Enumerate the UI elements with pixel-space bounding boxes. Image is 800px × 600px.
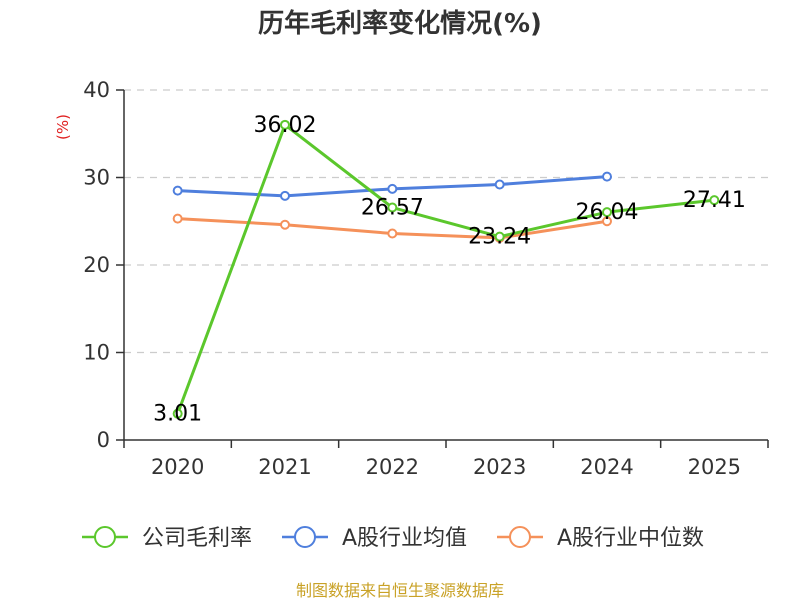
- data-label: 27.41: [683, 188, 746, 213]
- data-label: 26.57: [361, 196, 424, 221]
- data-point: [387, 183, 398, 194]
- data-label: 23.24: [468, 225, 531, 250]
- legend-label: 公司毛利率: [142, 526, 252, 551]
- data-label: 3.01: [153, 402, 202, 427]
- data-label: 26.04: [576, 200, 639, 225]
- axes: 0 10 20 30 40 2020 2021 2022 2023 2024 2025: [83, 78, 769, 479]
- series: [172, 119, 720, 419]
- data-point: [387, 228, 398, 239]
- chart-title: 历年毛利率变化情况(%): [258, 8, 542, 39]
- data-point: [709, 195, 720, 206]
- data-point: [602, 171, 612, 182]
- data-point: [172, 408, 183, 419]
- x-tick-label: 2020: [151, 455, 204, 479]
- y-axis-label: (%): [54, 114, 72, 140]
- y-tick-label: 20: [83, 253, 110, 277]
- legend-item[interactable]: A股行业中位数: [497, 526, 704, 551]
- legend-label: A股行业中位数: [557, 526, 704, 551]
- legend-marker: [294, 526, 316, 548]
- data-labels: 3.01 36.02 26.57 23.24 26.04 27.41: [153, 113, 746, 427]
- legend-item[interactable]: 公司毛利率: [82, 526, 252, 551]
- legend-marker: [94, 526, 116, 548]
- legend: 公司毛利率 A股行业均值 A股行业中位数: [82, 526, 704, 551]
- y-tick-label: 10: [83, 341, 110, 365]
- data-point: [387, 202, 398, 213]
- data-label: 36.02: [254, 113, 317, 138]
- data-point: [602, 216, 612, 227]
- legend-marker: [509, 526, 531, 548]
- source-note: 制图数据来自恒生聚源数据库: [296, 581, 504, 600]
- data-point: [280, 190, 290, 201]
- data-point: [602, 207, 612, 218]
- series-line: [176, 123, 715, 415]
- x-tick-label: 2023: [473, 455, 526, 479]
- data-point: [172, 185, 183, 196]
- data-point: [494, 231, 505, 242]
- data-point: [280, 119, 290, 130]
- x-tick-label: 2022: [366, 455, 419, 479]
- x-tick-label: 2025: [688, 455, 741, 479]
- x-tick-label: 2024: [580, 455, 633, 479]
- y-tick-label: 40: [83, 78, 110, 102]
- y-tick-label: 0: [97, 428, 110, 452]
- legend-label: A股行业均值: [342, 526, 467, 551]
- data-point: [172, 213, 183, 224]
- legend-item[interactable]: A股行业均值: [282, 526, 467, 551]
- data-point: [494, 179, 505, 190]
- x-tick-label: 2021: [258, 455, 311, 479]
- data-point: [280, 219, 290, 230]
- y-tick-label: 30: [83, 166, 110, 190]
